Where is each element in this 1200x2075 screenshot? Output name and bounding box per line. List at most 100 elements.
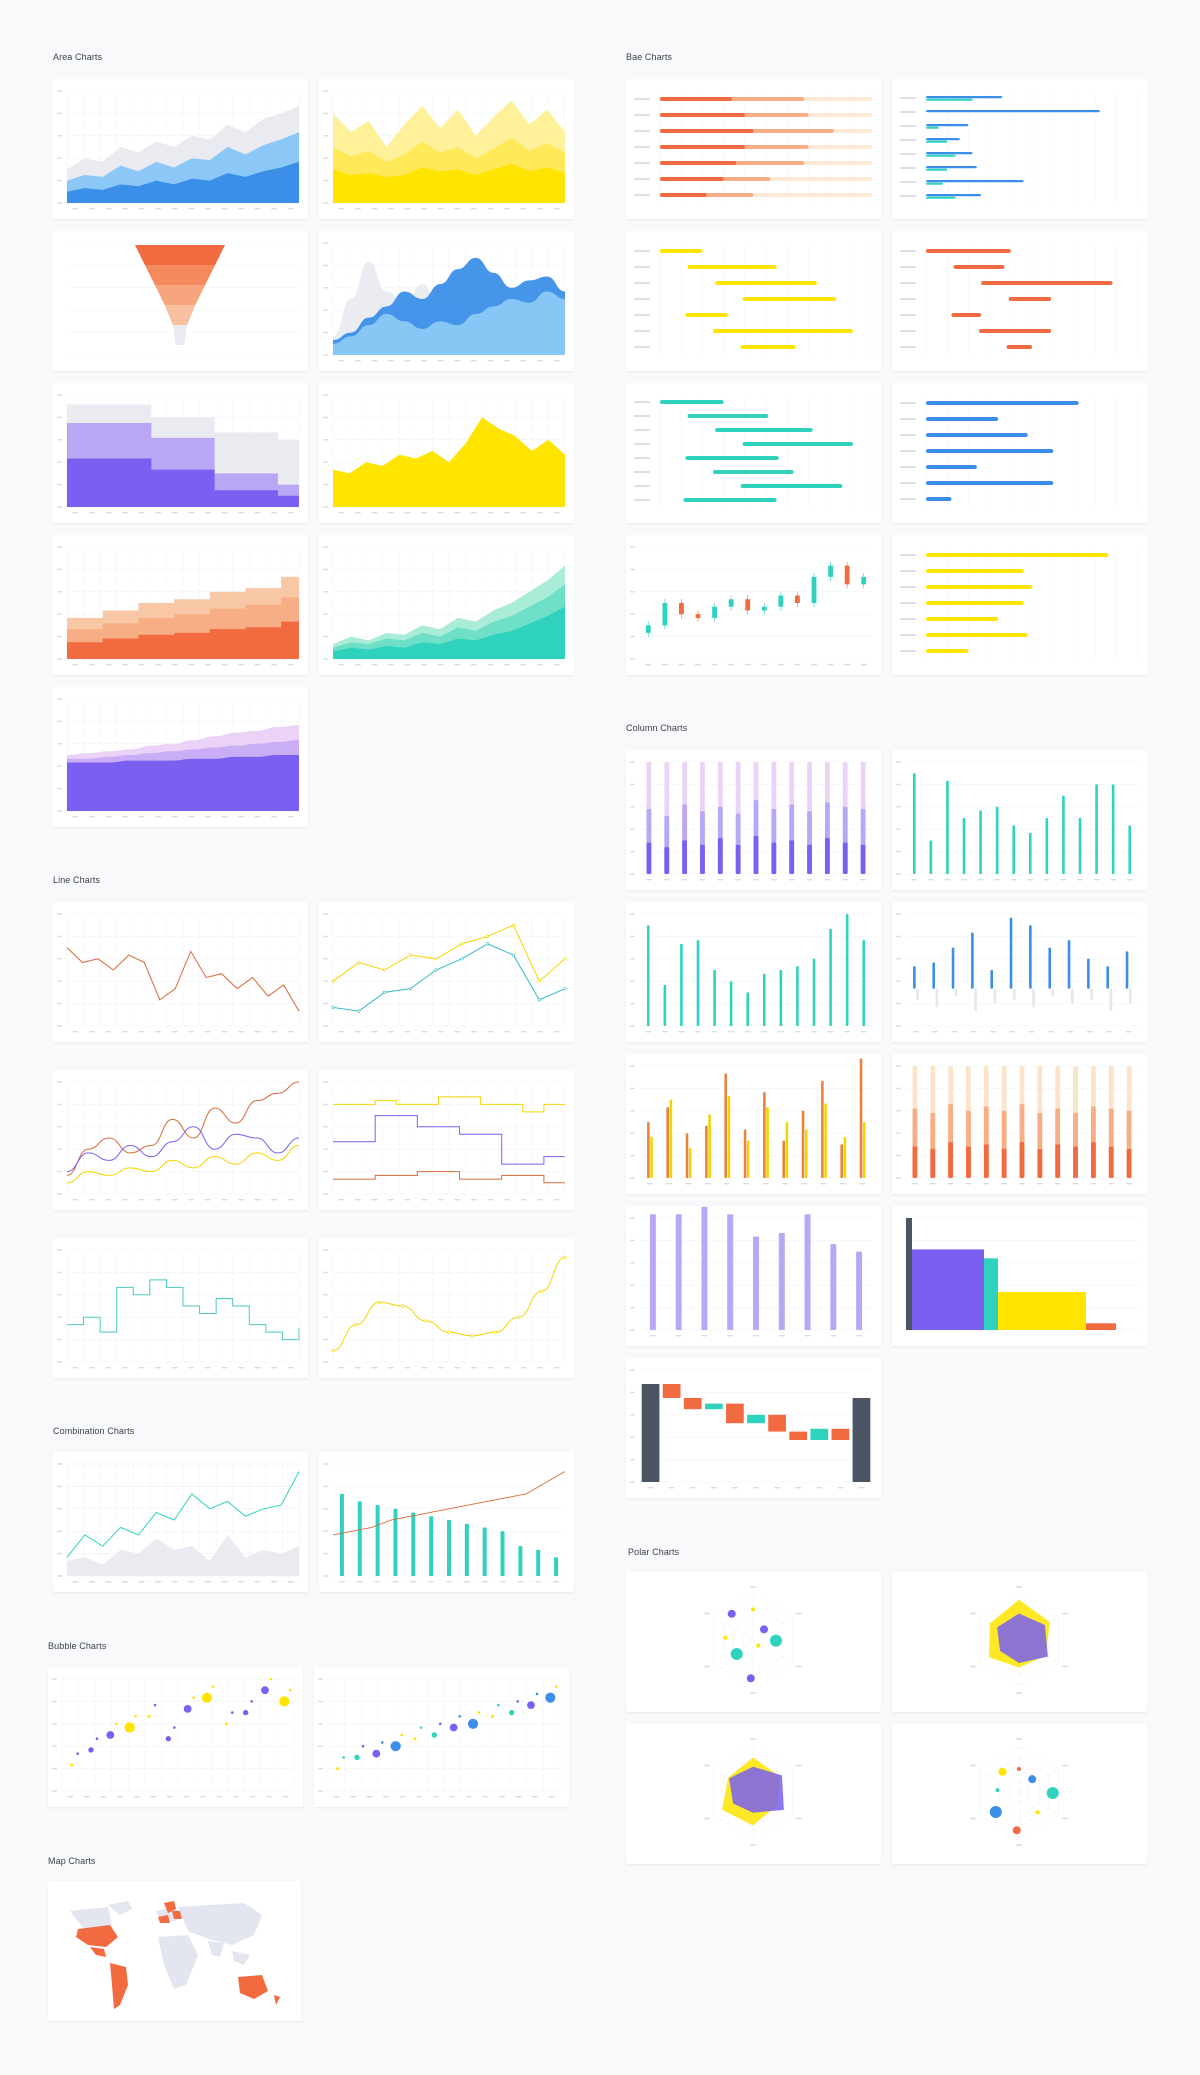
chart-area-spline-blue bbox=[323, 242, 566, 362]
line-point bbox=[540, 1289, 544, 1293]
waterfall-bar bbox=[810, 1428, 829, 1440]
column bbox=[856, 1251, 863, 1330]
chart-column-purple-stack bbox=[630, 761, 872, 881]
bar bbox=[713, 470, 794, 474]
x-tick-mark bbox=[221, 816, 228, 818]
column bbox=[536, 1549, 541, 1576]
y-ticks bbox=[318, 1678, 323, 1792]
x-tick-mark bbox=[254, 1199, 261, 1201]
x-tick-mark bbox=[695, 1031, 701, 1033]
polar-axis-label bbox=[1061, 1817, 1068, 1820]
chart-card-line-spline-3 bbox=[53, 1070, 308, 1210]
area-series bbox=[67, 621, 299, 659]
y-tick-mark bbox=[57, 202, 62, 204]
grid bbox=[332, 1249, 566, 1363]
chart-area-stream bbox=[57, 698, 300, 818]
y-tick-mark bbox=[896, 1065, 901, 1067]
x-tick-mark bbox=[88, 816, 95, 818]
x-tick-mark bbox=[204, 664, 211, 666]
column bbox=[912, 773, 916, 874]
bar bbox=[926, 249, 1011, 253]
x-tick-mark bbox=[553, 1367, 560, 1369]
x-tick-mark bbox=[685, 1183, 692, 1185]
row-label bbox=[634, 485, 650, 487]
y-tick-mark bbox=[630, 1284, 635, 1286]
column bbox=[447, 1520, 451, 1576]
line-point bbox=[493, 1330, 497, 1334]
x-tick-mark bbox=[761, 1031, 768, 1033]
chart-card-area-spline-blue bbox=[319, 231, 574, 371]
world-map-card bbox=[48, 1881, 301, 2021]
funnel-segment bbox=[172, 325, 188, 345]
x-ticks bbox=[338, 360, 560, 362]
x-tick-mark bbox=[795, 1487, 802, 1489]
y-tick-mark bbox=[323, 461, 328, 463]
chart-line-curve-yellow bbox=[323, 1249, 567, 1369]
x-tick-mark bbox=[338, 512, 345, 514]
x-tick-mark bbox=[188, 664, 195, 666]
y-tick-mark bbox=[52, 1790, 57, 1792]
x-tick-mark bbox=[537, 208, 544, 210]
x-tick-mark bbox=[371, 1031, 378, 1033]
x-tick-mark bbox=[117, 1796, 123, 1798]
column bbox=[666, 1107, 669, 1178]
x-tick-mark bbox=[338, 208, 345, 210]
column bbox=[650, 1136, 653, 1178]
x-tick-mark bbox=[249, 1796, 256, 1798]
column bbox=[778, 1232, 785, 1330]
candle-body bbox=[712, 606, 717, 618]
bar bbox=[926, 182, 943, 185]
y-tick-mark bbox=[323, 309, 328, 311]
bubble bbox=[106, 1731, 115, 1739]
polar-axis-label bbox=[1061, 1764, 1068, 1767]
bubble bbox=[467, 1718, 479, 1729]
x-tick-mark bbox=[138, 512, 145, 514]
chart-polar-radar-2 bbox=[704, 1738, 802, 1846]
y-tick-mark bbox=[57, 1193, 62, 1195]
x-tick-mark bbox=[753, 1487, 759, 1489]
x-tick-mark bbox=[947, 1183, 954, 1185]
polar-axis bbox=[979, 1791, 1020, 1816]
column bbox=[705, 1125, 708, 1178]
column bbox=[727, 1214, 734, 1330]
column bbox=[913, 966, 916, 989]
map-scandinavia bbox=[164, 1901, 176, 1913]
y-ticks bbox=[896, 913, 901, 1027]
x-tick-mark bbox=[138, 208, 145, 210]
y-tick-mark bbox=[57, 483, 62, 486]
y-tick-mark bbox=[323, 157, 328, 159]
y-tick-mark bbox=[57, 810, 62, 812]
bubble bbox=[76, 1752, 79, 1755]
x-tick-mark bbox=[661, 1031, 668, 1033]
y-tick-mark bbox=[57, 958, 62, 960]
grid bbox=[640, 1065, 872, 1179]
y-tick-mark bbox=[323, 1485, 328, 1488]
y-tick-mark bbox=[323, 613, 328, 615]
x-tick-mark bbox=[449, 1796, 456, 1798]
polar-axis-label bbox=[750, 1692, 756, 1694]
x-tick-mark bbox=[171, 1031, 178, 1033]
x-tick-mark bbox=[199, 1796, 206, 1798]
y-tick-mark bbox=[57, 1103, 62, 1106]
bar bbox=[715, 428, 813, 432]
polar-axis bbox=[752, 1639, 793, 1664]
row-label bbox=[900, 346, 916, 348]
column bbox=[1001, 1148, 1007, 1178]
grid bbox=[61, 1678, 295, 1792]
line-series bbox=[333, 1115, 565, 1165]
x-tick-mark bbox=[88, 1199, 95, 1201]
x-ticks bbox=[645, 1031, 867, 1033]
chart-card-bar-yellow-stack bbox=[892, 535, 1147, 675]
y-ticks bbox=[52, 1678, 57, 1792]
x-tick-mark bbox=[354, 208, 361, 210]
x-tick-mark bbox=[421, 1031, 428, 1033]
bar bbox=[685, 313, 728, 317]
y-tick-mark bbox=[896, 1002, 901, 1005]
line-point bbox=[517, 1315, 521, 1319]
line-point bbox=[460, 942, 464, 946]
x-tick-mark bbox=[404, 1031, 411, 1033]
map-east-europe bbox=[172, 1911, 182, 1919]
line-point bbox=[382, 990, 387, 994]
y-tick-mark bbox=[896, 913, 901, 915]
bubble bbox=[527, 1701, 535, 1710]
